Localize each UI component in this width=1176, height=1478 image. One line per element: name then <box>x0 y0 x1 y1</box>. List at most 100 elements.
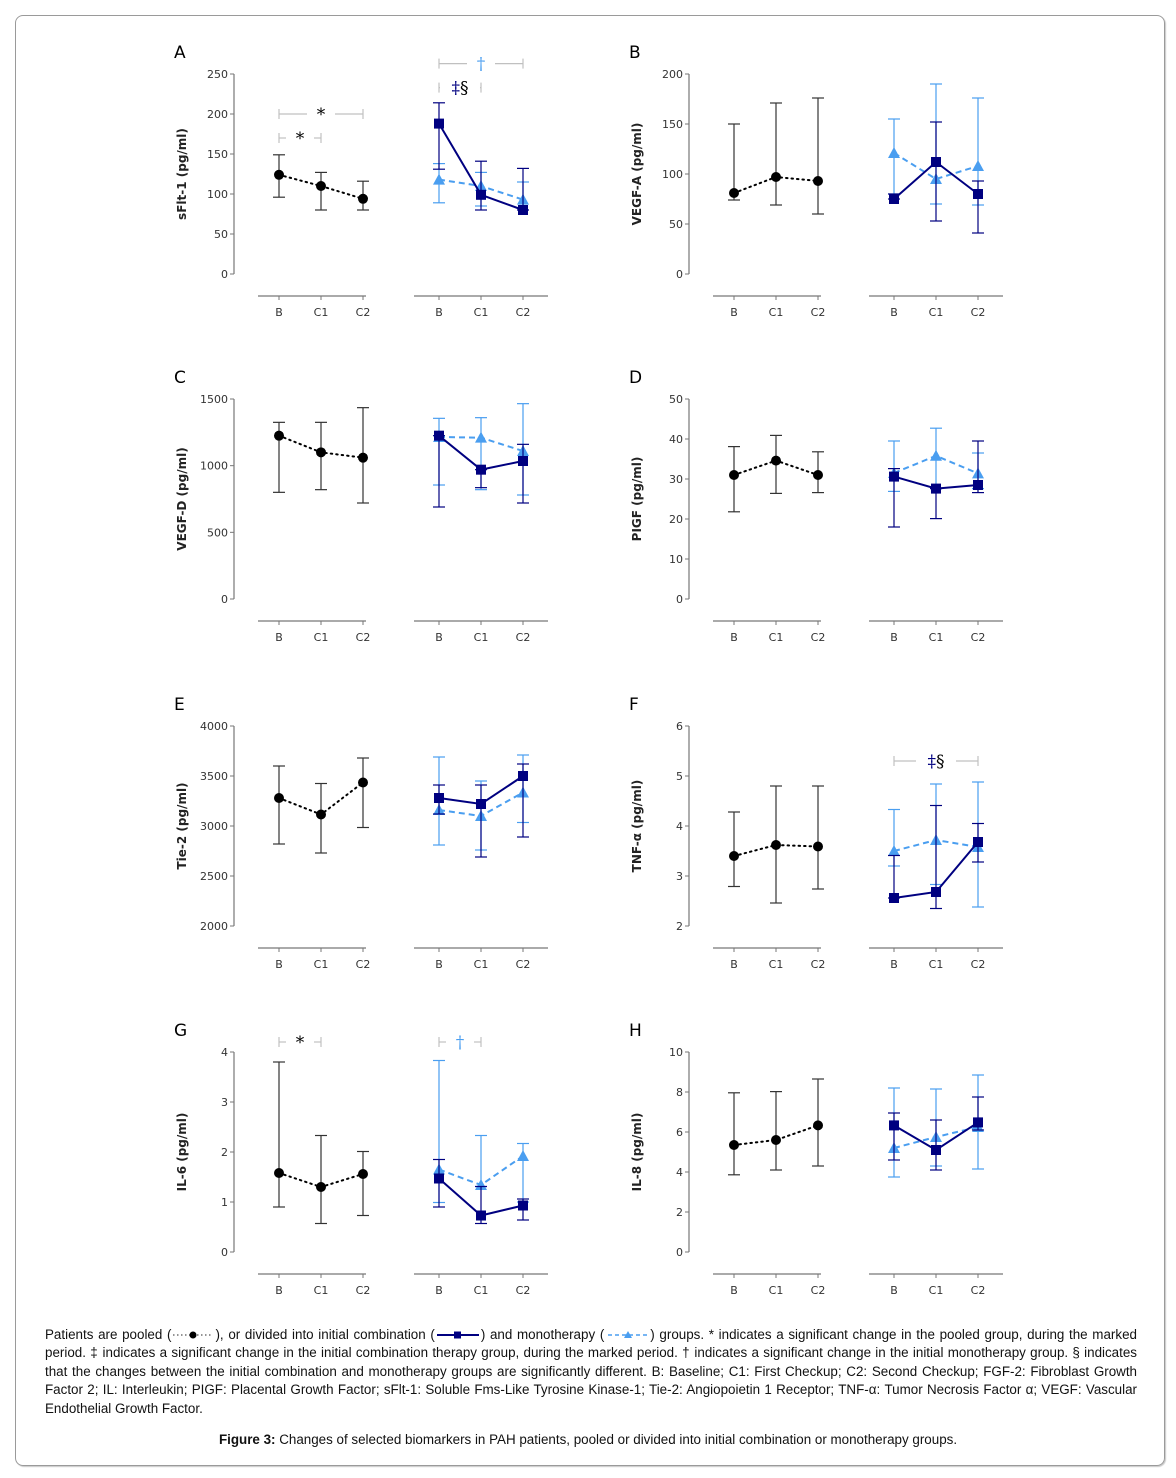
x-tick-label: C2 <box>811 958 826 971</box>
series-combination <box>888 121 984 234</box>
x-tick-label: C1 <box>929 306 944 319</box>
panel-e: E 2000 2500 3000 3500 4000 Tie-2 (pg/ml) B C1 C2 B… <box>174 695 548 971</box>
x-tick-label: B <box>890 631 898 644</box>
series-pooled <box>273 757 369 854</box>
series-line-pooled <box>733 1124 819 1146</box>
y-tick-label: 100 <box>662 168 683 181</box>
data-point-square <box>973 189 983 199</box>
x-tick-label: C1 <box>929 1284 944 1297</box>
data-point-triangle <box>972 160 984 171</box>
significance-symbol: * <box>296 1033 305 1053</box>
data-point-circle <box>316 181 326 191</box>
y-tick-label: 1500 <box>200 393 228 406</box>
data-point-square <box>518 205 528 215</box>
x-tick-label: C1 <box>314 631 329 644</box>
significance-bracket: † <box>438 1033 482 1053</box>
series-pooled <box>273 1061 369 1225</box>
series-monotherapy <box>433 1059 529 1204</box>
x-tick-label: B <box>435 1284 443 1297</box>
y-tick-label: 2 <box>676 1206 683 1219</box>
x-tick-label: C1 <box>769 631 784 644</box>
x-tick-label: C1 <box>474 958 489 971</box>
data-point-triangle <box>475 1179 487 1190</box>
y-tick-label: 3000 <box>200 820 228 833</box>
data-point-triangle <box>433 173 445 185</box>
y-tick-label: 150 <box>207 148 228 161</box>
data-point-circle <box>358 452 368 463</box>
data-point-triangle <box>930 449 942 461</box>
y-axis-label: VEGF-A (pg/ml) <box>630 123 644 226</box>
y-tick-label: 4000 <box>200 720 228 733</box>
y-tick-label: 30 <box>669 473 683 486</box>
y-tick-label: 2 <box>221 1146 228 1159</box>
x-tick-label: B <box>890 958 898 971</box>
y-tick-label: 50 <box>669 393 683 406</box>
data-point-square <box>434 118 444 129</box>
x-tick-label: C2 <box>356 306 371 319</box>
data-point-circle <box>771 455 781 466</box>
series-combination <box>888 1096 984 1171</box>
caption-text-4: ) groups. * indicates a significant chan… <box>45 1327 1137 1416</box>
y-tick-label: 0 <box>676 268 683 281</box>
panel-letter: F <box>629 695 639 715</box>
data-point-circle <box>358 777 368 788</box>
x-tick-label: B <box>435 631 443 644</box>
data-point-square <box>518 456 528 466</box>
panel-letter: G <box>174 1021 187 1041</box>
y-tick-label: 10 <box>669 553 683 566</box>
legend-monotherapy-marker <box>624 1331 633 1339</box>
y-tick-label: 3500 <box>200 770 228 783</box>
caption-text-3: ) and monotherapy ( <box>480 1327 605 1342</box>
y-tick-label: 4 <box>221 1046 228 1059</box>
panel-letter: C <box>174 368 186 388</box>
y-tick-label: 4 <box>676 820 683 833</box>
series-pooled <box>728 785 824 904</box>
y-tick-label: 200 <box>662 68 683 81</box>
y-tick-label: 50 <box>214 228 228 241</box>
data-point-circle <box>813 1120 823 1131</box>
series-pooled <box>273 154 369 211</box>
x-tick-label: C2 <box>516 631 531 644</box>
y-axis-label: TNF-α (pg/ml) <box>630 780 644 873</box>
data-point-circle <box>729 188 739 198</box>
panel-letter: H <box>629 1021 642 1041</box>
series-combination <box>433 1158 529 1225</box>
x-tick-label: C1 <box>929 958 944 971</box>
x-tick-label: C1 <box>314 958 329 971</box>
legend-pooled-sample <box>173 1331 214 1339</box>
y-axis-label: sFlt-1 (pg/ml) <box>175 128 189 220</box>
significance-bracket: † <box>438 55 524 75</box>
data-point-triangle <box>888 845 900 856</box>
y-tick-label: 0 <box>221 593 228 606</box>
x-tick-label: B <box>275 1284 283 1297</box>
caption-text-2: ), or divided into initial combination ( <box>215 1327 435 1342</box>
data-point-square <box>518 771 528 781</box>
significance-bracket: * <box>278 129 322 149</box>
figure-title: Figure 3: Changes of selected biomarkers… <box>0 1432 1176 1447</box>
panel-h: H 0 2 4 6 8 10 IL-8 (pg/ml) B C1 C2 B C1 C2 <box>629 1021 1003 1297</box>
y-axis-label: IL-6 (pg/ml) <box>175 1113 189 1192</box>
series-combination <box>433 102 529 215</box>
data-point-circle <box>274 169 284 180</box>
x-tick-label: C2 <box>516 306 531 319</box>
significance-symbol: * <box>317 105 326 125</box>
x-tick-label: C1 <box>769 1284 784 1297</box>
series-pooled <box>728 434 824 513</box>
data-point-square <box>931 483 941 494</box>
series-pooled <box>273 407 369 504</box>
x-tick-label: C2 <box>811 306 826 319</box>
x-tick-label: B <box>275 306 283 319</box>
significance-bracket: ‡§ <box>438 79 482 99</box>
y-tick-label: 40 <box>669 433 683 446</box>
x-tick-label: C1 <box>474 306 489 319</box>
x-tick-label: C2 <box>516 1284 531 1297</box>
x-tick-label: B <box>730 1284 738 1297</box>
panel-b: B 0 50 100 150 200 VEGF-A (pg/ml) B C1 C2 B C1 C2 <box>629 43 1003 319</box>
significance-symbol: * <box>296 129 305 149</box>
x-tick-label: C2 <box>516 958 531 971</box>
legend-pooled-marker <box>189 1331 197 1339</box>
figure-title-text: Changes of selected biomarkers in PAH pa… <box>275 1432 958 1447</box>
data-point-square <box>434 430 444 441</box>
series-pooled <box>728 1078 824 1176</box>
